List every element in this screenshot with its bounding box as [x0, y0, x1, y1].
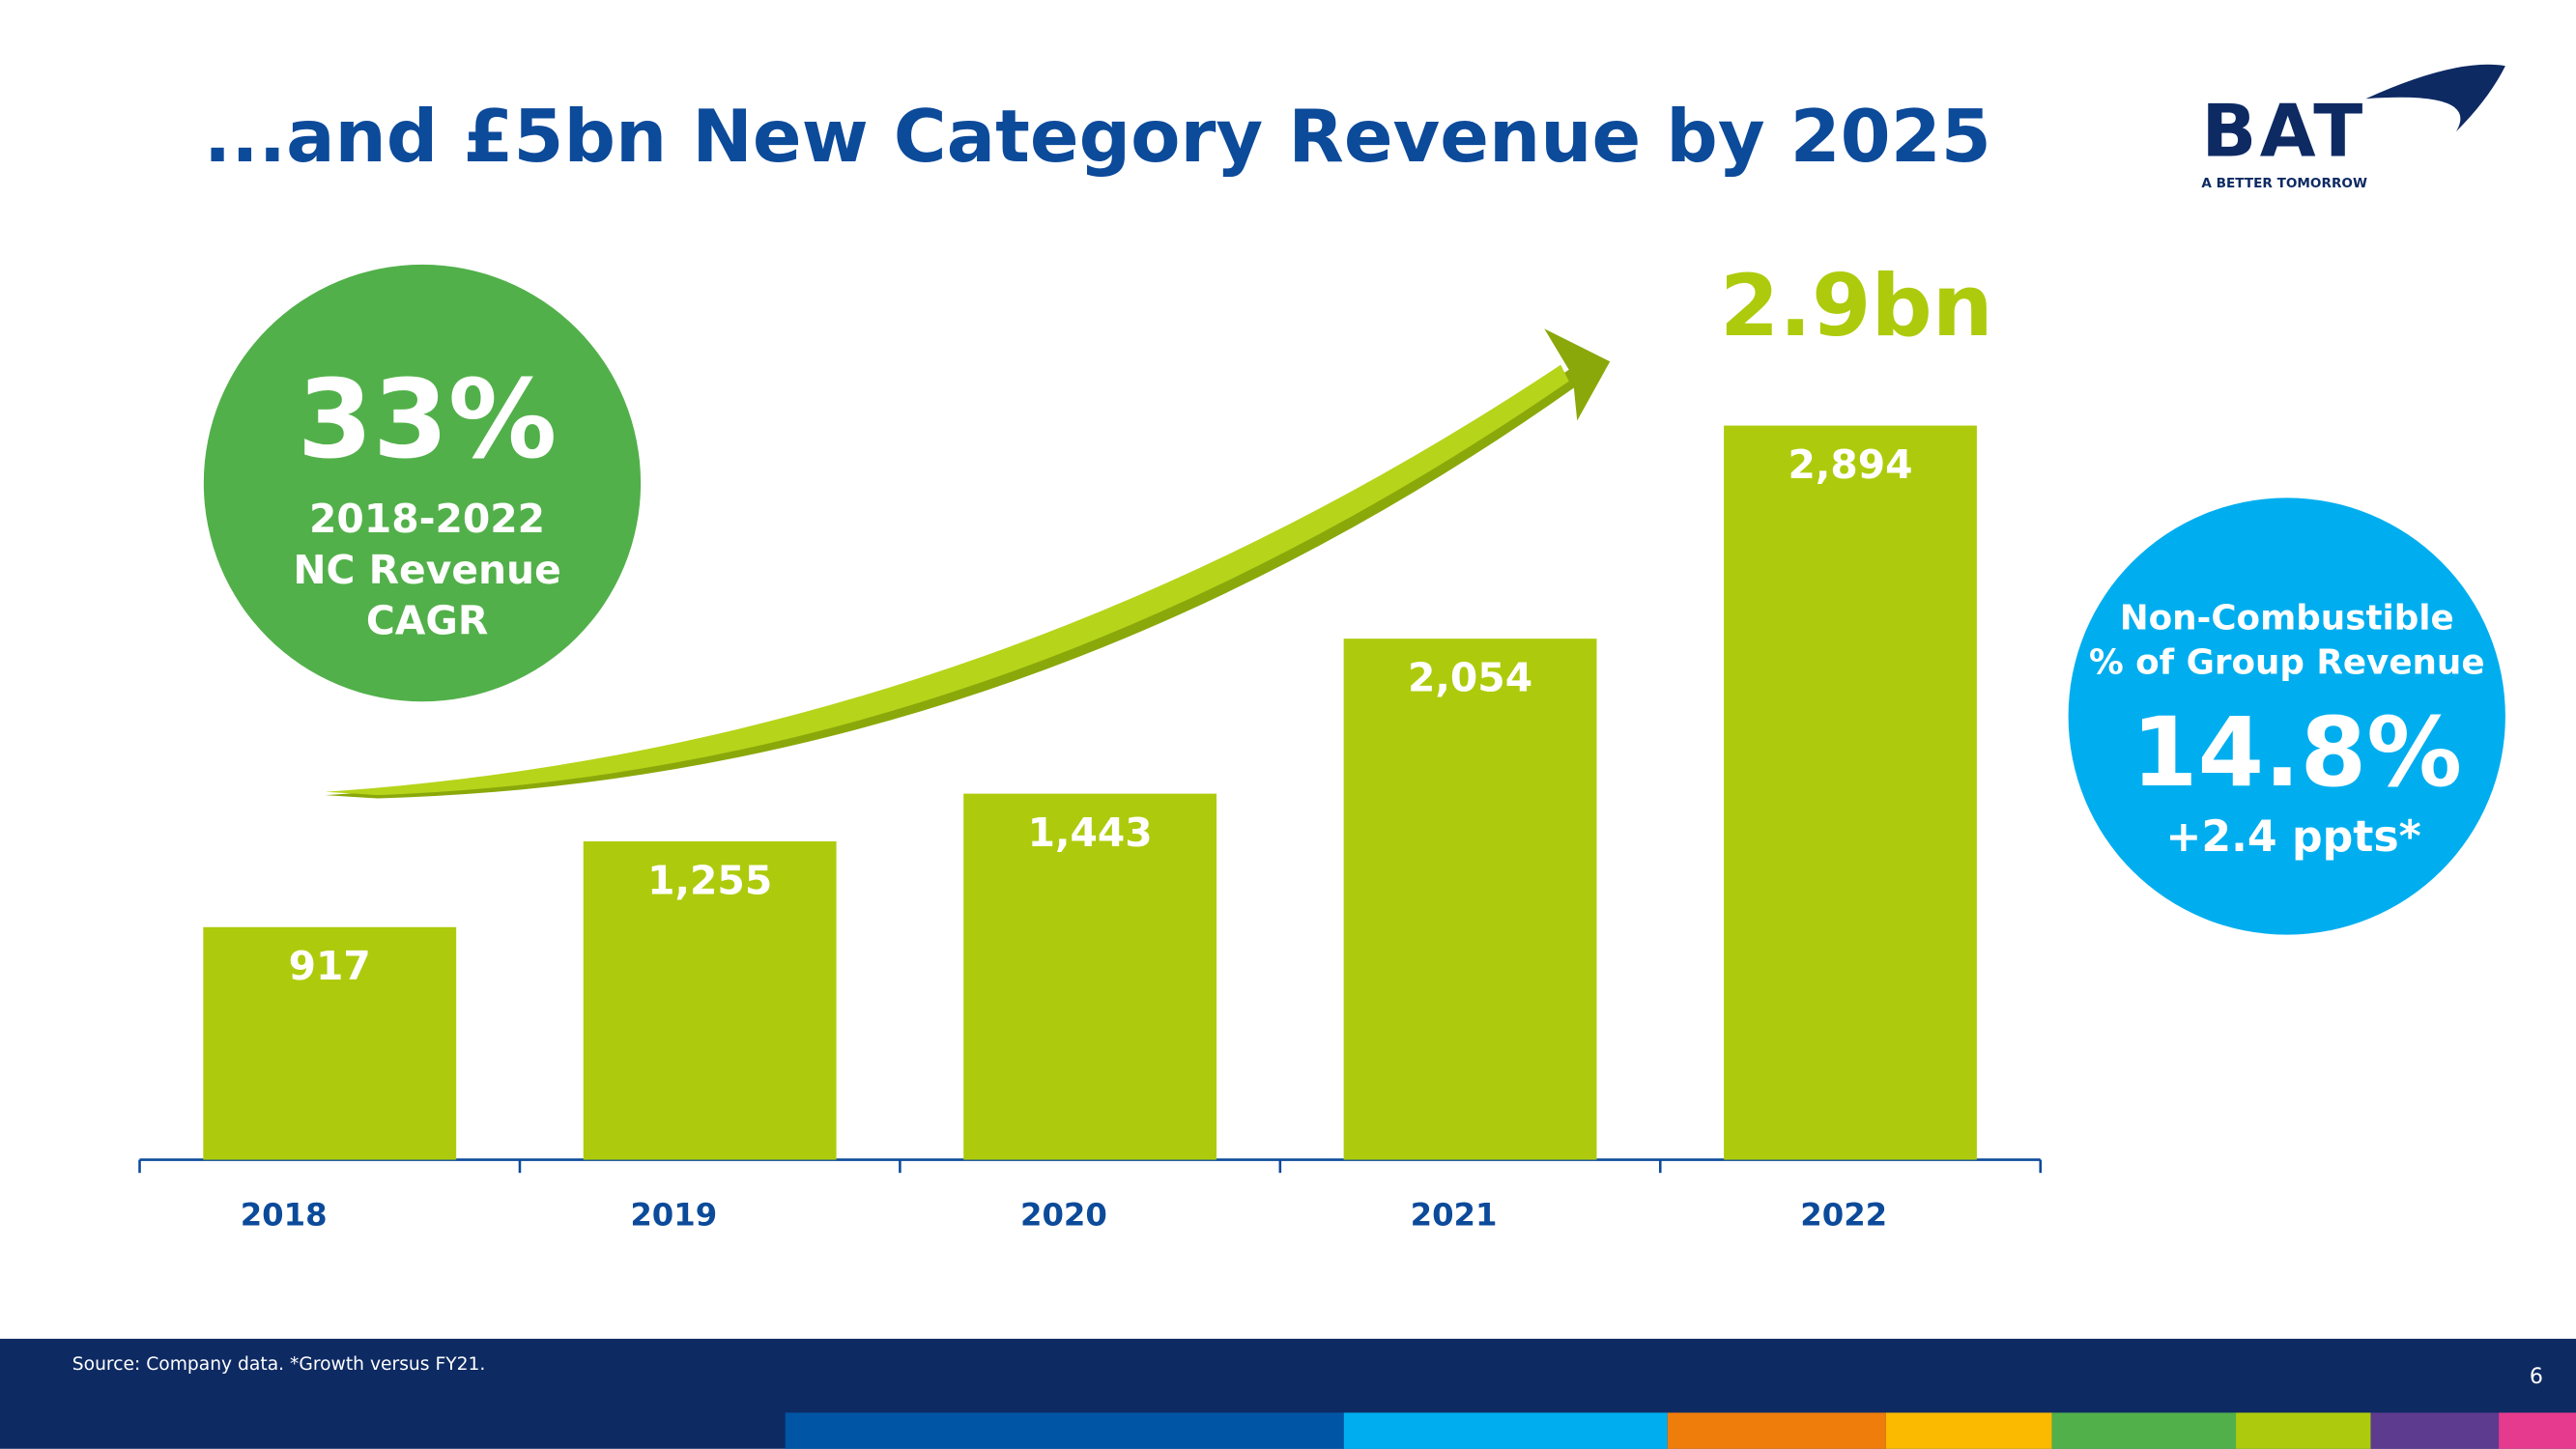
bar [583, 840, 837, 1160]
x-tick-label: 2021 [1411, 1197, 1498, 1234]
share-line: % of Group Revenue [2089, 642, 2485, 682]
logo-tagline: A BETTER TOMORROW [2201, 176, 2367, 191]
bar [1724, 425, 1977, 1160]
strip [2051, 1412, 2237, 1449]
bar [963, 793, 1217, 1160]
strip [1343, 1412, 1668, 1449]
x-tick-label: 2019 [630, 1197, 717, 1234]
color-strip [785, 1412, 2576, 1449]
cagr-line: CAGR [366, 597, 488, 643]
share-change: +2.4 ppts* [2165, 812, 2420, 862]
plot: 917 2018 1,255 2019 1,443 2020 2,054 2021 2,894 2… [138, 425, 2042, 1234]
strip [1667, 1412, 1886, 1449]
share-value: 14.8% [2132, 697, 2462, 809]
x-tick-label: 2022 [1800, 1197, 1887, 1234]
share-circle [2068, 497, 2505, 935]
strip [2499, 1412, 2576, 1449]
value-label: 1,443 [1028, 810, 1153, 856]
cagr-line: 2018-2022 [309, 496, 545, 542]
logo: BAT [2201, 90, 2365, 174]
bar [203, 926, 457, 1160]
slide-title: ...and £5bn New Category Revenue by 2025 [204, 95, 1991, 179]
logo-swoosh [2365, 64, 2505, 132]
source-note: Source: Company data. *Growth versus FY2… [72, 1354, 486, 1375]
x-tick-label: 2020 [1020, 1197, 1107, 1234]
headline: 2.9bn [1720, 256, 1993, 355]
value-label: 2,054 [1408, 655, 1532, 701]
strip [2236, 1412, 2371, 1449]
cagr-circle [203, 264, 642, 702]
share-line: Non-Combustible [2120, 598, 2454, 638]
cagr-line: NC Revenue [293, 547, 560, 593]
strip [785, 1412, 1344, 1449]
strip [2370, 1412, 2500, 1449]
cagr-value: 33% [298, 357, 558, 483]
bar [1343, 639, 1597, 1160]
value-label: 2,894 [1788, 441, 1912, 488]
x-tick-label: 2018 [241, 1197, 328, 1234]
value-label: 917 [289, 943, 371, 989]
page-number: 6 [2530, 1364, 2543, 1389]
strip [1885, 1412, 2052, 1449]
value-label: 1,255 [647, 857, 772, 903]
